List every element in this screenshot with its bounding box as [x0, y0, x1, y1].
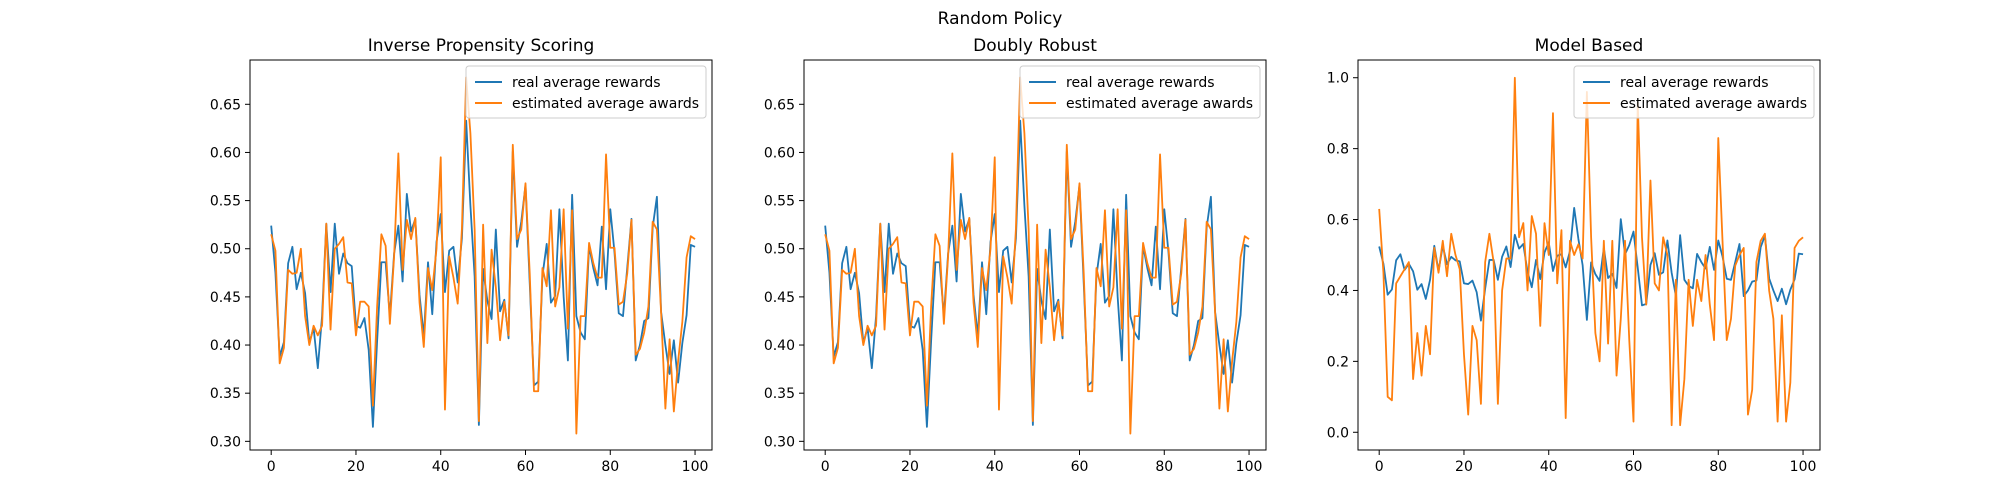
legend-label: estimated average awards: [1620, 96, 1807, 112]
legend: real average rewards estimated average aw…: [1019, 65, 1261, 119]
y-tick-label: 0.8: [1327, 142, 1349, 158]
y-tick-label: 0.40: [210, 338, 241, 354]
x-tick-label: 20: [901, 459, 919, 475]
y-tick-label: 0.30: [764, 434, 795, 450]
subplot-title: Doubly Robust: [973, 36, 1097, 56]
legend-label: real average rewards: [1620, 75, 1769, 91]
y-tick-label: 0.2: [1327, 354, 1349, 370]
y-tick-label: 0.35: [764, 386, 795, 402]
legend-box: [465, 65, 707, 119]
y-tick-label: 0.60: [764, 145, 795, 161]
y-tick-label: 0.55: [210, 194, 241, 210]
y-tick-label: 0.35: [210, 386, 241, 402]
axes-frame: [1357, 59, 1821, 451]
y-tick-label: 0.30: [210, 434, 241, 450]
x-tick-label: 80: [1155, 459, 1173, 475]
legend-box: [1573, 65, 1815, 119]
x-tick-label: 40: [986, 459, 1004, 475]
series-line-estimated-average-awards: [1378, 76, 1804, 427]
legend-label: real average rewards: [1066, 75, 1215, 91]
x-tick-label: 60: [1625, 459, 1643, 475]
x-tick-label: 100: [1790, 459, 1817, 475]
y-tick-label: 0.40: [764, 338, 795, 354]
y-tick-label: 0.4: [1327, 283, 1349, 299]
series-line-real-average-rewards: [1378, 206, 1804, 322]
axes-frame: [249, 59, 713, 451]
x-tick-label: 80: [1709, 459, 1727, 475]
x-tick-label: 20: [1455, 459, 1473, 475]
y-tick-label: 0.0: [1327, 425, 1349, 441]
x-tick-label: 0: [267, 459, 276, 475]
y-tick-label: 0.55: [764, 194, 795, 210]
x-tick-label: 40: [432, 459, 450, 475]
legend-label: estimated average awards: [512, 96, 699, 112]
x-tick-label: 0: [1375, 459, 1384, 475]
x-tick-label: 60: [1071, 459, 1089, 475]
x-tick-label: 40: [1540, 459, 1558, 475]
y-tick-label: 0.45: [764, 290, 795, 306]
series-line-real-average-rewards: [824, 119, 1250, 428]
y-tick-label: 0.60: [210, 145, 241, 161]
y-tick-label: 1.0: [1327, 71, 1349, 87]
legend-box: [1019, 65, 1261, 119]
y-tick-label: 0.45: [210, 290, 241, 306]
series-line-real-average-rewards: [270, 119, 696, 428]
x-tick-label: 60: [517, 459, 535, 475]
series-line-estimated-average-awards: [824, 76, 1250, 435]
y-tick-label: 0.50: [764, 242, 795, 258]
legend-label: estimated average awards: [1066, 96, 1253, 112]
x-tick-label: 0: [821, 459, 830, 475]
x-tick-label: 100: [682, 459, 709, 475]
subplot-model-based: Model Based 0 20 40 60 80 100 0.0 0.2 0.4 0.6 0.8 1.…: [1327, 36, 1821, 475]
x-tick-label: 100: [1236, 459, 1263, 475]
x-tick-label: 80: [601, 459, 619, 475]
y-tick-label: 0.65: [210, 97, 241, 113]
legend: real average rewards estimated average aw…: [465, 65, 707, 119]
x-tick-label: 20: [347, 459, 365, 475]
series-line-estimated-average-awards: [270, 76, 696, 435]
subplot-title: Model Based: [1535, 36, 1644, 56]
y-tick-label: 0.65: [764, 97, 795, 113]
legend: real average rewards estimated average aw…: [1573, 65, 1815, 119]
subplot-doubly-robust: Doubly Robust 0 20 40 60 80 100 0.30 0.35 0.40 0.4…: [764, 36, 1267, 475]
figure-suptitle: Random Policy: [938, 9, 1063, 29]
legend-label: real average rewards: [512, 75, 661, 91]
y-tick-label: 0.6: [1327, 213, 1349, 229]
axes-frame: [803, 59, 1267, 451]
subplot-title: Inverse Propensity Scoring: [368, 36, 595, 56]
subplot-inverse-propensity-scoring: Inverse Propensity Scoring 0 20 40 60 80 100 0.…: [210, 36, 713, 475]
y-tick-label: 0.50: [210, 242, 241, 258]
